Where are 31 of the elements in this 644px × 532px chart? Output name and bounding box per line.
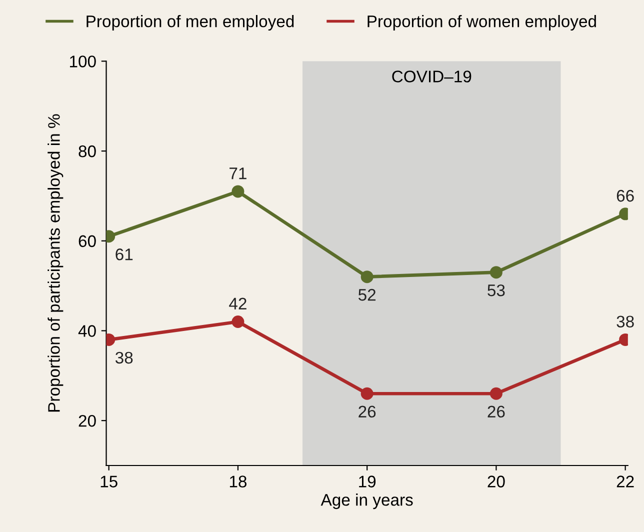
x-tick-label: 20: [488, 476, 505, 488]
data-label: 66: [616, 190, 634, 202]
point: [490, 266, 502, 279]
x-axis-title: Age in years: [320, 494, 413, 510]
y-axis-title: Proportion of participants employed in %: [48, 114, 64, 412]
data-label: 52: [358, 288, 376, 301]
y-tick-label: 20: [78, 414, 96, 427]
y-tick-label: 80: [78, 145, 96, 158]
data-label: 71: [230, 168, 246, 180]
data-label: 38: [616, 316, 634, 328]
x-tick-label: 15: [100, 476, 118, 488]
y-tick-label: 100: [70, 56, 96, 68]
y-tick-label: 40: [78, 325, 96, 337]
data-label: 38: [115, 352, 133, 364]
point: [232, 185, 244, 198]
data-label: 53: [488, 284, 505, 296]
data-label: 42: [229, 298, 246, 310]
data-label: 26: [488, 406, 505, 418]
x-tick-label: 22: [616, 476, 634, 488]
y-tick-label: 60: [78, 235, 96, 248]
point: [360, 387, 374, 400]
band-label: COVID–19: [392, 70, 472, 82]
x-tick-label: 18: [230, 476, 247, 488]
point: [490, 387, 502, 400]
data-label: 61: [116, 248, 133, 260]
point: [232, 315, 244, 328]
data-label: 26: [358, 406, 376, 418]
legend-label: Proportion of women employed: [368, 15, 596, 31]
x-tick-label: 19: [359, 476, 376, 488]
legend-label: Proportion of men employed: [86, 15, 294, 31]
point: [360, 270, 374, 284]
